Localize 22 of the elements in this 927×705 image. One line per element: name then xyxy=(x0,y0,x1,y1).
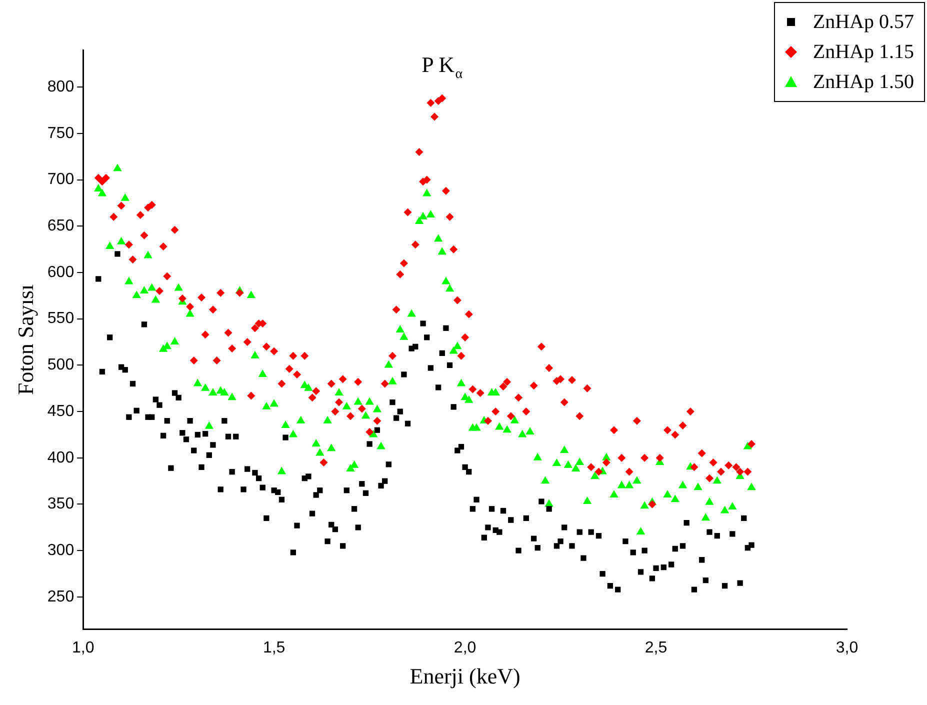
y-tick-label: 750 xyxy=(47,124,74,142)
legend-label: ZnHAp 1.50 xyxy=(812,70,914,94)
y-tick-label: 550 xyxy=(47,310,74,328)
x-axis-title: Enerji (keV) xyxy=(410,664,520,689)
x-tick-label: 1,5 xyxy=(262,639,286,656)
y-axis-title: Foton Sayısı xyxy=(12,284,38,396)
y-tick-label: 450 xyxy=(47,402,74,420)
y-tick-label: 500 xyxy=(47,356,74,374)
x-tick-label: 1,0 xyxy=(72,639,94,656)
y-tick-label: 650 xyxy=(47,218,74,235)
y-tick-label: 600 xyxy=(47,264,74,281)
legend-label: ZnHAp 0.57 xyxy=(812,10,914,34)
y-tick-label: 800 xyxy=(47,78,74,96)
y-tick-label: 400 xyxy=(47,449,74,466)
x-tick-label: 2,0 xyxy=(454,639,476,656)
y-tick-label: 350 xyxy=(47,496,74,513)
y-tick-label: 250 xyxy=(47,588,74,606)
y-tick-label: 300 xyxy=(47,542,74,560)
legend-label: ZnHAp 1.15 xyxy=(812,40,914,64)
y-tick-label: 700 xyxy=(47,171,74,188)
x-tick-label: 3,0 xyxy=(836,639,858,656)
x-tick-label: 2,5 xyxy=(644,639,668,656)
